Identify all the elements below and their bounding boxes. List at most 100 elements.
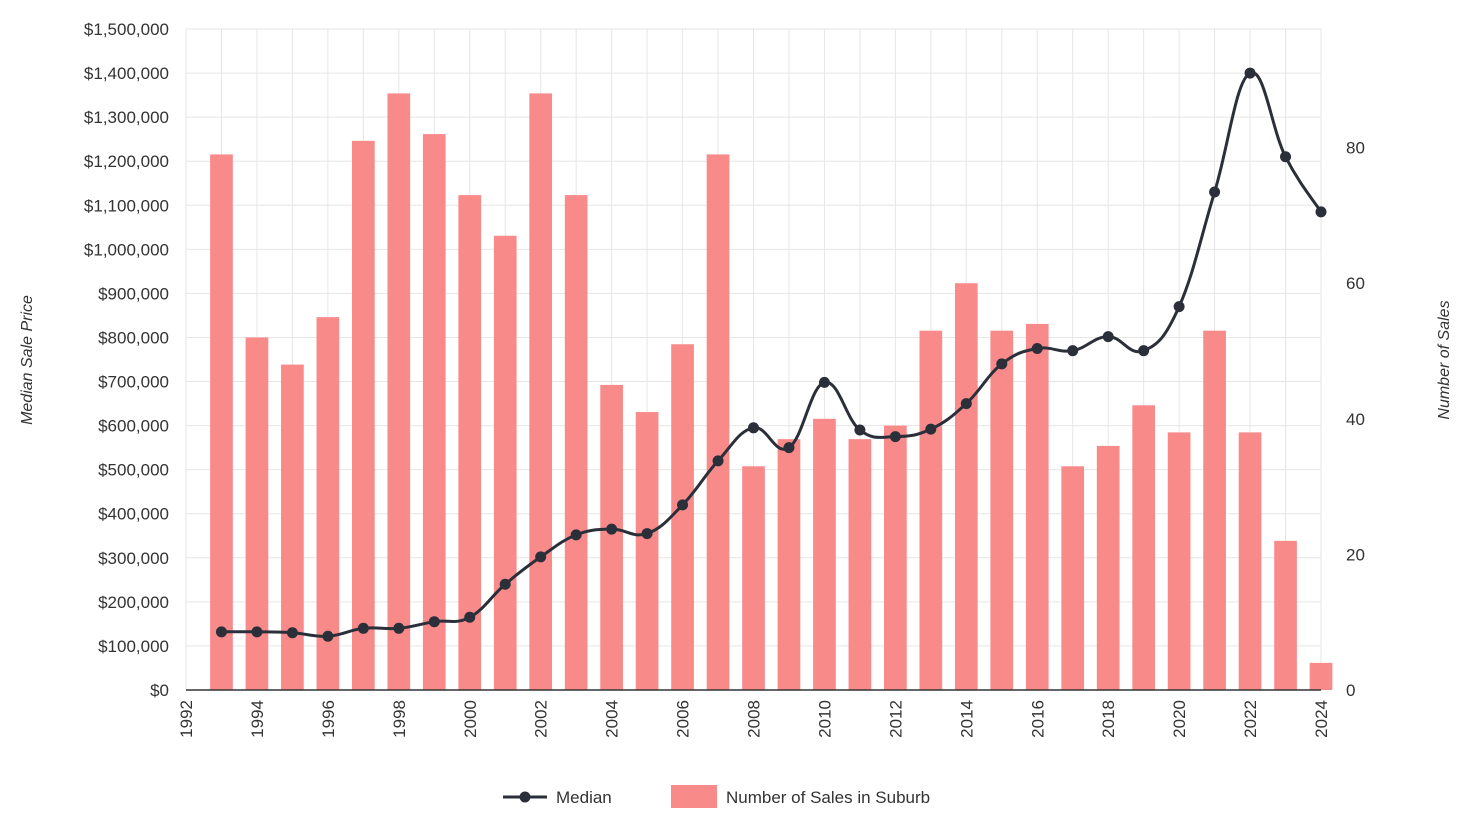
sales-bar[interactable]	[387, 93, 410, 690]
y-left-tick-label: $1,100,000	[84, 196, 169, 215]
sales-bar[interactable]	[742, 466, 765, 690]
y-left-tick-label: $1,300,000	[84, 108, 169, 127]
median-point[interactable]	[287, 627, 298, 638]
y-right-tick-label: 40	[1346, 410, 1365, 429]
median-point[interactable]	[216, 626, 227, 637]
sales-bar[interactable]	[813, 419, 836, 690]
median-point[interactable]	[571, 529, 582, 540]
median-point[interactable]	[996, 358, 1007, 369]
median-point[interactable]	[358, 623, 369, 634]
sales-bar[interactable]	[1168, 432, 1191, 690]
x-tick-label: 2022	[1241, 700, 1260, 738]
sales-bar[interactable]	[1274, 541, 1297, 690]
legend-sales-swatch	[671, 785, 717, 808]
x-tick-label: 1994	[248, 700, 267, 738]
y-left-tick-label: $900,000	[98, 284, 169, 303]
median-point[interactable]	[606, 524, 617, 535]
y-right-tick-label: 20	[1346, 545, 1365, 564]
median-point[interactable]	[1280, 151, 1291, 162]
x-tick-label: 2024	[1312, 700, 1331, 738]
combo-chart: 1992 1994 1996 1998 2000 2002 2004 2006 2008 2010…	[0, 0, 1457, 835]
sales-bar[interactable]	[1061, 466, 1084, 690]
y-left-tick-label: $400,000	[98, 505, 169, 524]
sales-bars	[210, 93, 1332, 690]
y-left-tick-label: $700,000	[98, 373, 169, 392]
sales-bar[interactable]	[919, 331, 942, 690]
median-point[interactable]	[1032, 343, 1043, 354]
sales-bar[interactable]	[494, 236, 517, 690]
sales-bar[interactable]	[1026, 324, 1049, 690]
median-line-path	[221, 73, 1321, 637]
median-point[interactable]	[1316, 206, 1327, 217]
legend-median-label: Median	[556, 788, 612, 807]
sales-bar[interactable]	[281, 365, 304, 690]
y-left-tick-label: $1,000,000	[84, 240, 169, 259]
sales-bar[interactable]	[707, 154, 730, 690]
sales-bar[interactable]	[636, 412, 659, 690]
median-point[interactable]	[1245, 68, 1256, 79]
median-point[interactable]	[464, 612, 475, 623]
y-right-tick-label: 80	[1346, 139, 1365, 158]
sales-bar[interactable]	[352, 141, 375, 690]
sales-bar[interactable]	[1097, 446, 1120, 690]
x-tick-label: 2014	[957, 700, 976, 738]
x-tick-label: 2006	[674, 700, 693, 738]
y-axis-left-title: Median Sale Price	[19, 295, 36, 425]
y-left-tick-label: $200,000	[98, 593, 169, 612]
x-tick-label: 2016	[1028, 700, 1047, 738]
median-point[interactable]	[961, 398, 972, 409]
median-point[interactable]	[500, 579, 511, 590]
median-point[interactable]	[748, 422, 759, 433]
sales-bar[interactable]	[1310, 663, 1333, 690]
x-tick-label: 1996	[319, 700, 338, 738]
y-right-tick-label: 60	[1346, 274, 1365, 293]
sales-bar[interactable]	[600, 385, 623, 690]
x-tick-label: 2018	[1099, 700, 1118, 738]
y-left-tick-label: $1,200,000	[84, 152, 169, 171]
legend-item-sales[interactable]: Number of Sales in Suburb	[671, 785, 930, 808]
median-point[interactable]	[1209, 187, 1220, 198]
sales-bar[interactable]	[884, 426, 907, 690]
sales-bar[interactable]	[955, 283, 978, 690]
x-tick-label: 1998	[390, 700, 409, 738]
y-left-tick-label: $0	[150, 681, 169, 700]
sales-bar[interactable]	[849, 439, 872, 690]
median-point[interactable]	[890, 431, 901, 442]
y-left-tick-label: $100,000	[98, 637, 169, 656]
sales-bar[interactable]	[210, 154, 233, 690]
sales-bar[interactable]	[778, 439, 801, 690]
y-left-tick-label: $300,000	[98, 549, 169, 568]
median-point[interactable]	[642, 528, 653, 539]
sales-bar[interactable]	[529, 93, 552, 690]
median-point[interactable]	[925, 424, 936, 435]
median-point[interactable]	[1103, 331, 1114, 342]
median-point[interactable]	[251, 626, 262, 637]
y-left-tick-label: $1,500,000	[84, 20, 169, 39]
median-point[interactable]	[322, 631, 333, 642]
median-point[interactable]	[677, 499, 688, 510]
median-point[interactable]	[819, 377, 830, 388]
legend[interactable]: Median Number of Sales in Suburb	[503, 785, 930, 808]
x-tick-label: 2010	[815, 700, 834, 738]
sales-bar[interactable]	[423, 134, 446, 690]
sales-bar[interactable]	[671, 344, 694, 690]
sales-bar[interactable]	[565, 195, 588, 690]
x-tick-label: 2004	[603, 700, 622, 738]
y-left-tick-label: $500,000	[98, 461, 169, 480]
sales-bar[interactable]	[990, 331, 1013, 690]
median-point[interactable]	[429, 616, 440, 627]
sales-bar[interactable]	[1239, 432, 1262, 690]
median-point[interactable]	[783, 442, 794, 453]
y-left-tick-label: $1,400,000	[84, 64, 169, 83]
sales-bar[interactable]	[1132, 405, 1155, 690]
median-point[interactable]	[854, 425, 865, 436]
legend-item-median[interactable]: Median	[503, 788, 612, 807]
median-point[interactable]	[1138, 345, 1149, 356]
median-point[interactable]	[535, 551, 546, 562]
y-left-tick-label: $600,000	[98, 417, 169, 436]
median-point[interactable]	[713, 455, 724, 466]
median-point[interactable]	[1174, 301, 1185, 312]
median-point[interactable]	[1067, 345, 1078, 356]
median-point[interactable]	[393, 623, 404, 634]
sales-bar[interactable]	[1203, 331, 1226, 690]
